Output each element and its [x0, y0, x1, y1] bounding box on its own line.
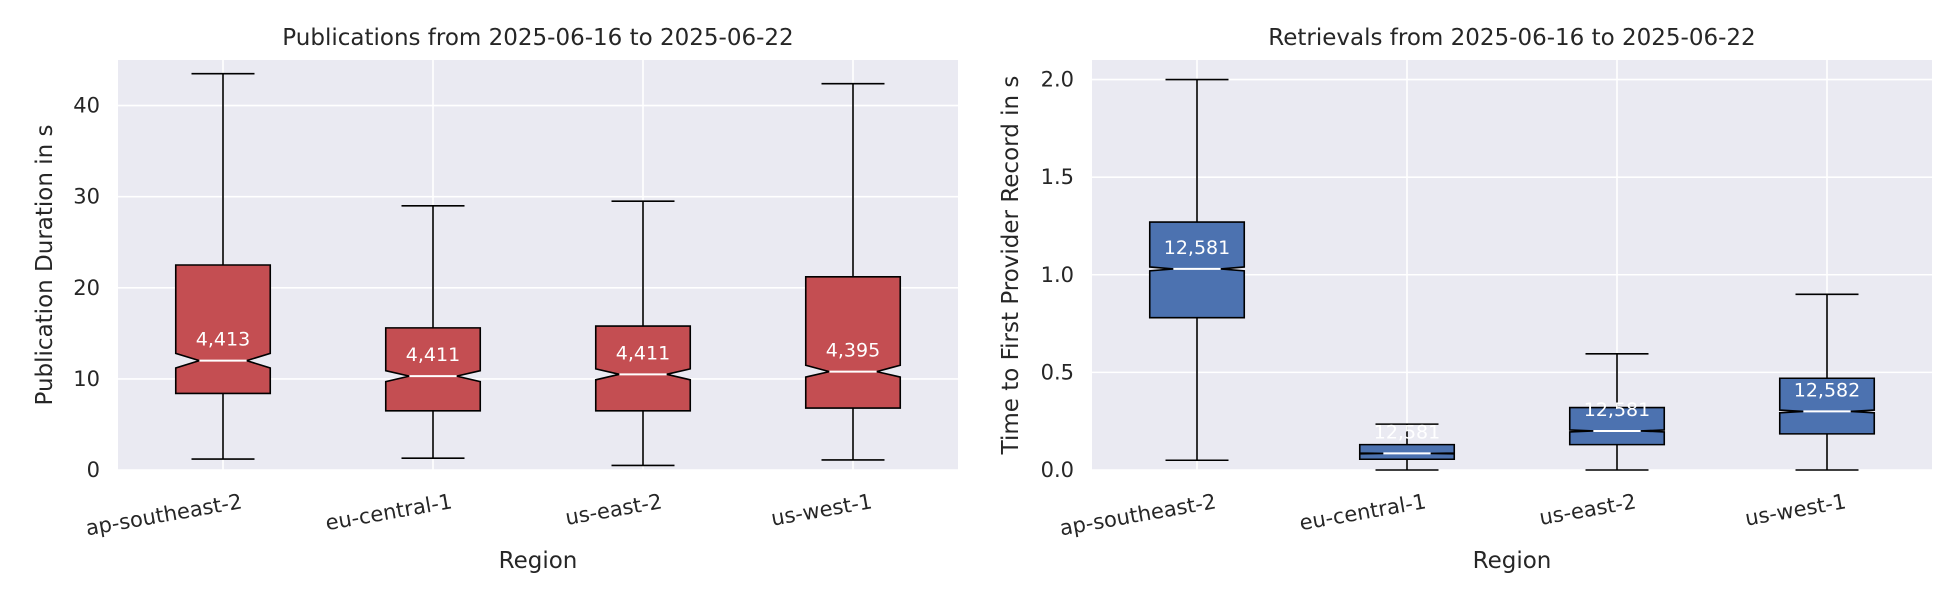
x-tick-label: us-west-1	[1743, 489, 1848, 530]
count-label: 4,395	[826, 340, 880, 362]
x-tick-label: eu-central-1	[324, 489, 454, 535]
y-tick-label: 10	[73, 367, 100, 391]
box-body	[1778, 377, 1876, 435]
chart-title: Publications from 2025-06-16 to 2025-06-…	[282, 25, 793, 51]
y-tick-label: 40	[73, 94, 100, 118]
box-body	[594, 325, 692, 412]
box-body	[804, 276, 902, 409]
count-label: 4,411	[616, 342, 670, 364]
x-tick-label: us-east-2	[1537, 489, 1637, 530]
box-body	[1358, 443, 1456, 461]
box-2: 12,581	[1358, 421, 1456, 471]
x-axis-label: Region	[1473, 548, 1552, 574]
x-tick-label: ap-southeast-2	[1058, 489, 1218, 540]
box-4: 12,582	[1778, 293, 1876, 471]
chart-panel-2: 0.0 0.5 1.0 1.5 2.0 ap-southeast-2 eu-central-…	[998, 25, 1932, 574]
y-tick-label: 30	[73, 185, 100, 209]
y-tick-label: 1.0	[1041, 263, 1074, 287]
count-label: 12,582	[1794, 379, 1860, 401]
count-label: 12,581	[1374, 421, 1440, 443]
box-1: 4,413	[174, 72, 272, 460]
y-tick-label: 0	[87, 458, 100, 482]
y-axis-label: Publication Duration in s	[32, 125, 58, 406]
chart-panel-1: 0 10 20 30 40 ap-southeast-2 eu-central-1 us-ea…	[32, 25, 958, 574]
box-3: 12,581	[1568, 353, 1666, 471]
count-label: 12,581	[1584, 399, 1650, 421]
x-tick-label: us-east-2	[563, 489, 663, 530]
y-tick-label: 0.5	[1041, 360, 1074, 384]
count-label: 4,411	[406, 344, 460, 366]
x-tick-label: us-west-1	[769, 489, 874, 530]
x-axis-label: Region	[499, 548, 578, 574]
y-tick-label: 0.0	[1041, 458, 1074, 482]
count-label: 12,581	[1164, 237, 1230, 259]
x-tick-label: eu-central-1	[1298, 489, 1428, 535]
box-body	[1568, 406, 1666, 446]
chart-title: Retrievals from 2025-06-16 to 2025-06-22	[1268, 25, 1755, 51]
box-body	[384, 327, 482, 412]
box-3: 4,411	[594, 200, 692, 467]
box-2: 4,411	[384, 204, 482, 459]
y-tick-label: 2.0	[1041, 68, 1074, 92]
x-tick-label: ap-southeast-2	[84, 489, 244, 540]
y-tick-label: 20	[73, 276, 100, 300]
box-1: 12,581	[1148, 78, 1246, 462]
count-label: 4,413	[196, 329, 250, 351]
y-axis-label: Time to First Provider Record in s	[998, 76, 1024, 456]
box-4: 4,395	[804, 82, 902, 461]
y-tick-label: 1.5	[1041, 165, 1074, 189]
